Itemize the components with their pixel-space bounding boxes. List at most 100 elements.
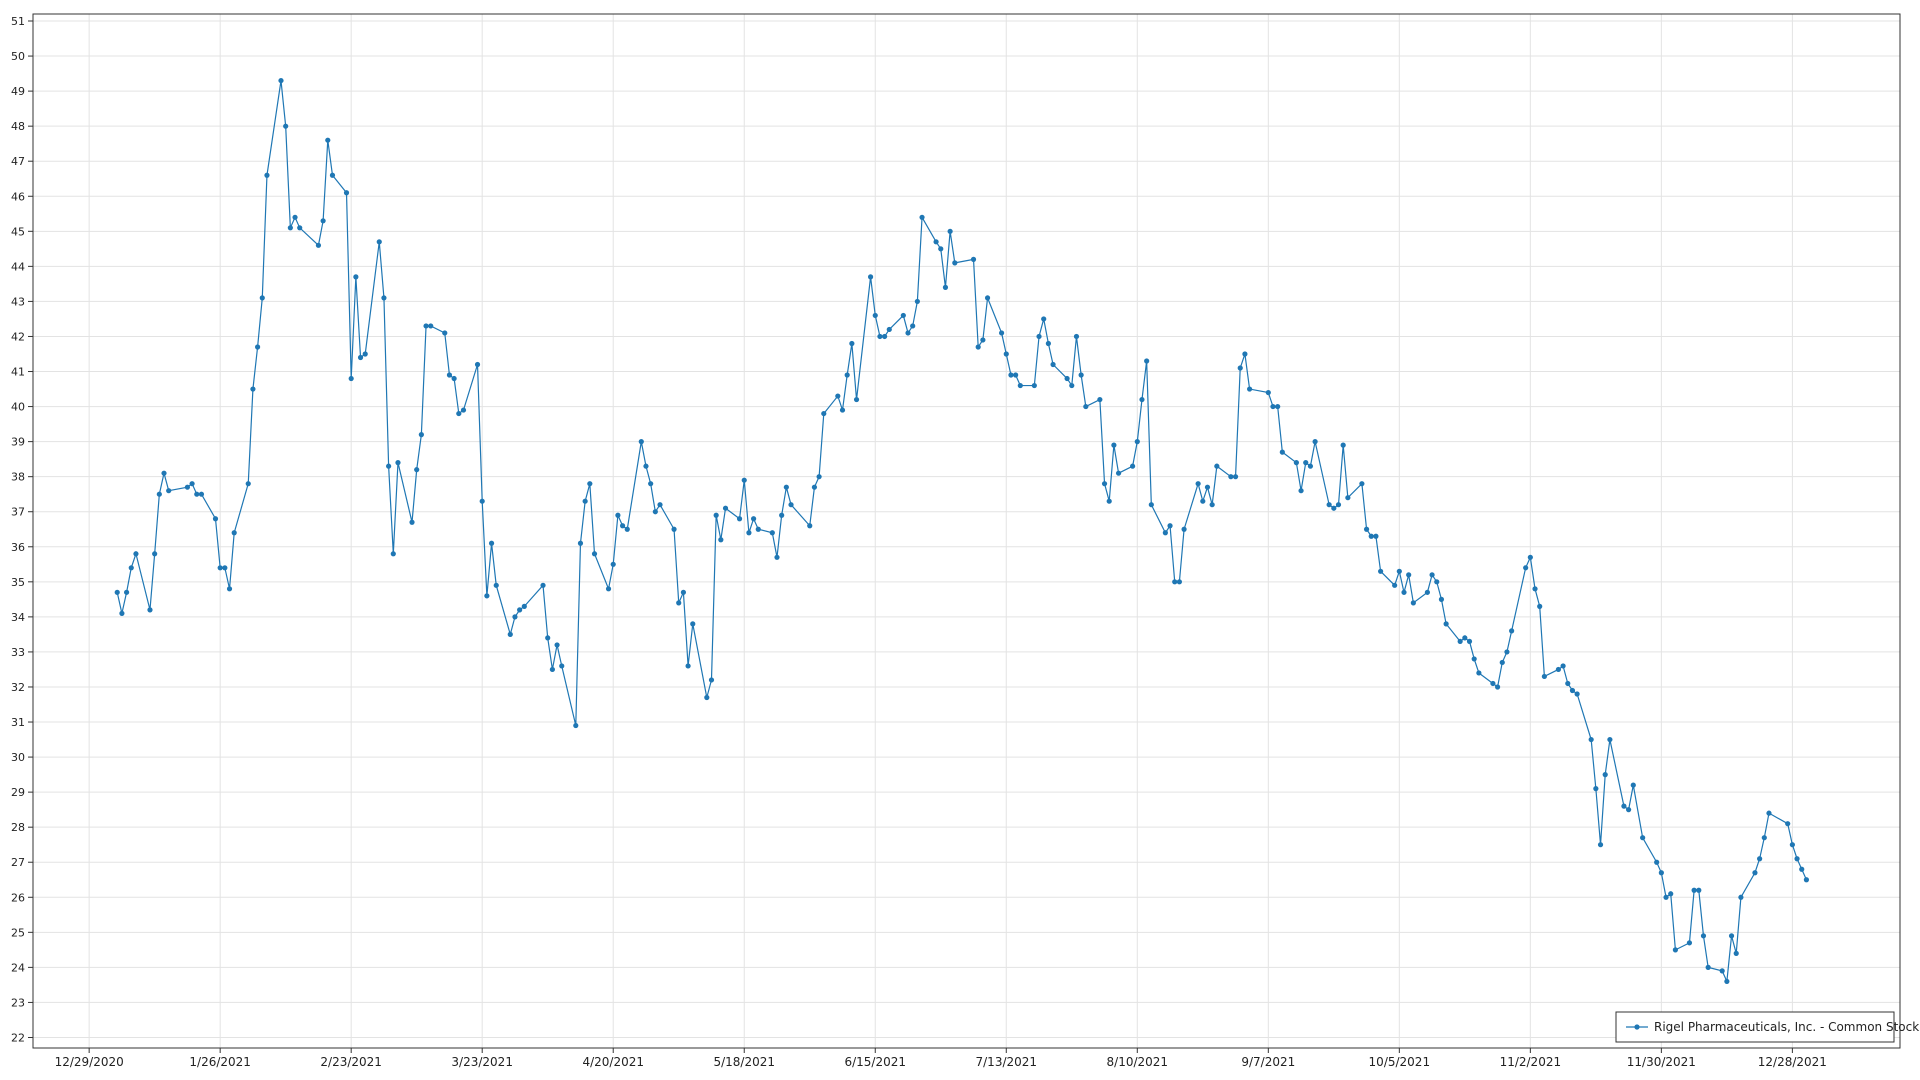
- y-tick-label: 31: [11, 716, 25, 729]
- point: [357, 354, 364, 361]
- point: [1607, 736, 1613, 743]
- x-tick-label: 5/18/2021: [713, 1055, 775, 1069]
- y-tick-label: 48: [11, 120, 25, 133]
- y-tick-label: 34: [11, 611, 25, 624]
- point: [1438, 596, 1445, 602]
- point: [1401, 589, 1407, 595]
- point: [718, 537, 724, 543]
- point: [231, 530, 237, 536]
- point: [264, 172, 270, 178]
- point: [1602, 772, 1608, 778]
- y-tick-label: 28: [11, 821, 25, 834]
- point: [194, 491, 200, 497]
- point: [554, 642, 560, 648]
- point: [1045, 340, 1051, 347]
- point: [947, 228, 953, 234]
- point: [914, 298, 920, 305]
- point: [1303, 460, 1309, 466]
- point: [1373, 533, 1379, 539]
- point: [1041, 316, 1047, 322]
- point: [1204, 484, 1211, 490]
- y-tick-label: 35: [11, 576, 25, 589]
- point: [1555, 666, 1562, 673]
- point: [591, 551, 598, 557]
- point: [1705, 964, 1711, 970]
- y-tick-label: 45: [11, 225, 25, 238]
- point: [1097, 396, 1103, 403]
- x-tick-label: 7/13/2021: [976, 1055, 1038, 1069]
- point: [297, 225, 303, 231]
- point: [1663, 894, 1669, 900]
- point: [676, 600, 682, 606]
- point: [708, 677, 715, 683]
- point: [1757, 856, 1763, 862]
- point: [877, 333, 883, 340]
- point: [559, 663, 565, 669]
- point: [1504, 649, 1510, 655]
- point: [390, 551, 396, 557]
- y-tick-label: 40: [11, 401, 25, 414]
- point: [900, 312, 906, 319]
- y-tick-label: 49: [11, 85, 25, 98]
- point: [573, 722, 579, 729]
- point: [942, 284, 949, 290]
- point: [362, 351, 368, 357]
- point: [1331, 505, 1337, 511]
- point: [418, 432, 424, 438]
- point: [1279, 449, 1285, 455]
- point: [882, 333, 888, 340]
- point: [1162, 530, 1168, 536]
- point: [1017, 382, 1023, 389]
- point: [278, 77, 284, 84]
- point: [1176, 579, 1183, 585]
- point: [245, 481, 251, 487]
- point: [685, 663, 691, 669]
- point: [198, 491, 205, 497]
- point: [1803, 877, 1810, 883]
- point: [428, 323, 434, 329]
- x-tick-label: 11/30/2021: [1627, 1055, 1696, 1069]
- point: [1434, 579, 1440, 585]
- point: [292, 214, 298, 220]
- point: [910, 323, 916, 329]
- point: [1476, 670, 1482, 676]
- point: [648, 481, 654, 487]
- point: [161, 470, 167, 476]
- point: [1340, 442, 1346, 448]
- point: [1523, 565, 1529, 571]
- point: [451, 375, 457, 382]
- point: [442, 330, 448, 336]
- point: [119, 610, 125, 616]
- point: [690, 621, 696, 627]
- point: [456, 410, 462, 417]
- point: [460, 407, 467, 413]
- point: [750, 516, 757, 522]
- point: [1738, 894, 1744, 900]
- point: [1242, 351, 1248, 357]
- y-tick-label: 30: [11, 751, 25, 764]
- point: [128, 565, 134, 571]
- point: [512, 614, 518, 620]
- point: [1139, 396, 1145, 403]
- point: [853, 396, 860, 403]
- point: [381, 295, 387, 301]
- point: [1228, 474, 1234, 480]
- point: [1766, 810, 1772, 816]
- y-tick-label: 43: [11, 295, 25, 308]
- point: [1466, 638, 1473, 645]
- point: [1700, 933, 1707, 939]
- point: [1462, 635, 1468, 641]
- point: [1293, 460, 1299, 466]
- point: [1078, 372, 1084, 378]
- point: [1471, 656, 1477, 662]
- y-tick-label: 32: [11, 681, 25, 694]
- point: [250, 386, 256, 392]
- point: [1307, 463, 1314, 469]
- point: [1031, 382, 1037, 389]
- point: [1799, 866, 1805, 872]
- point: [1565, 680, 1571, 687]
- point: [811, 484, 818, 490]
- point: [1298, 488, 1304, 494]
